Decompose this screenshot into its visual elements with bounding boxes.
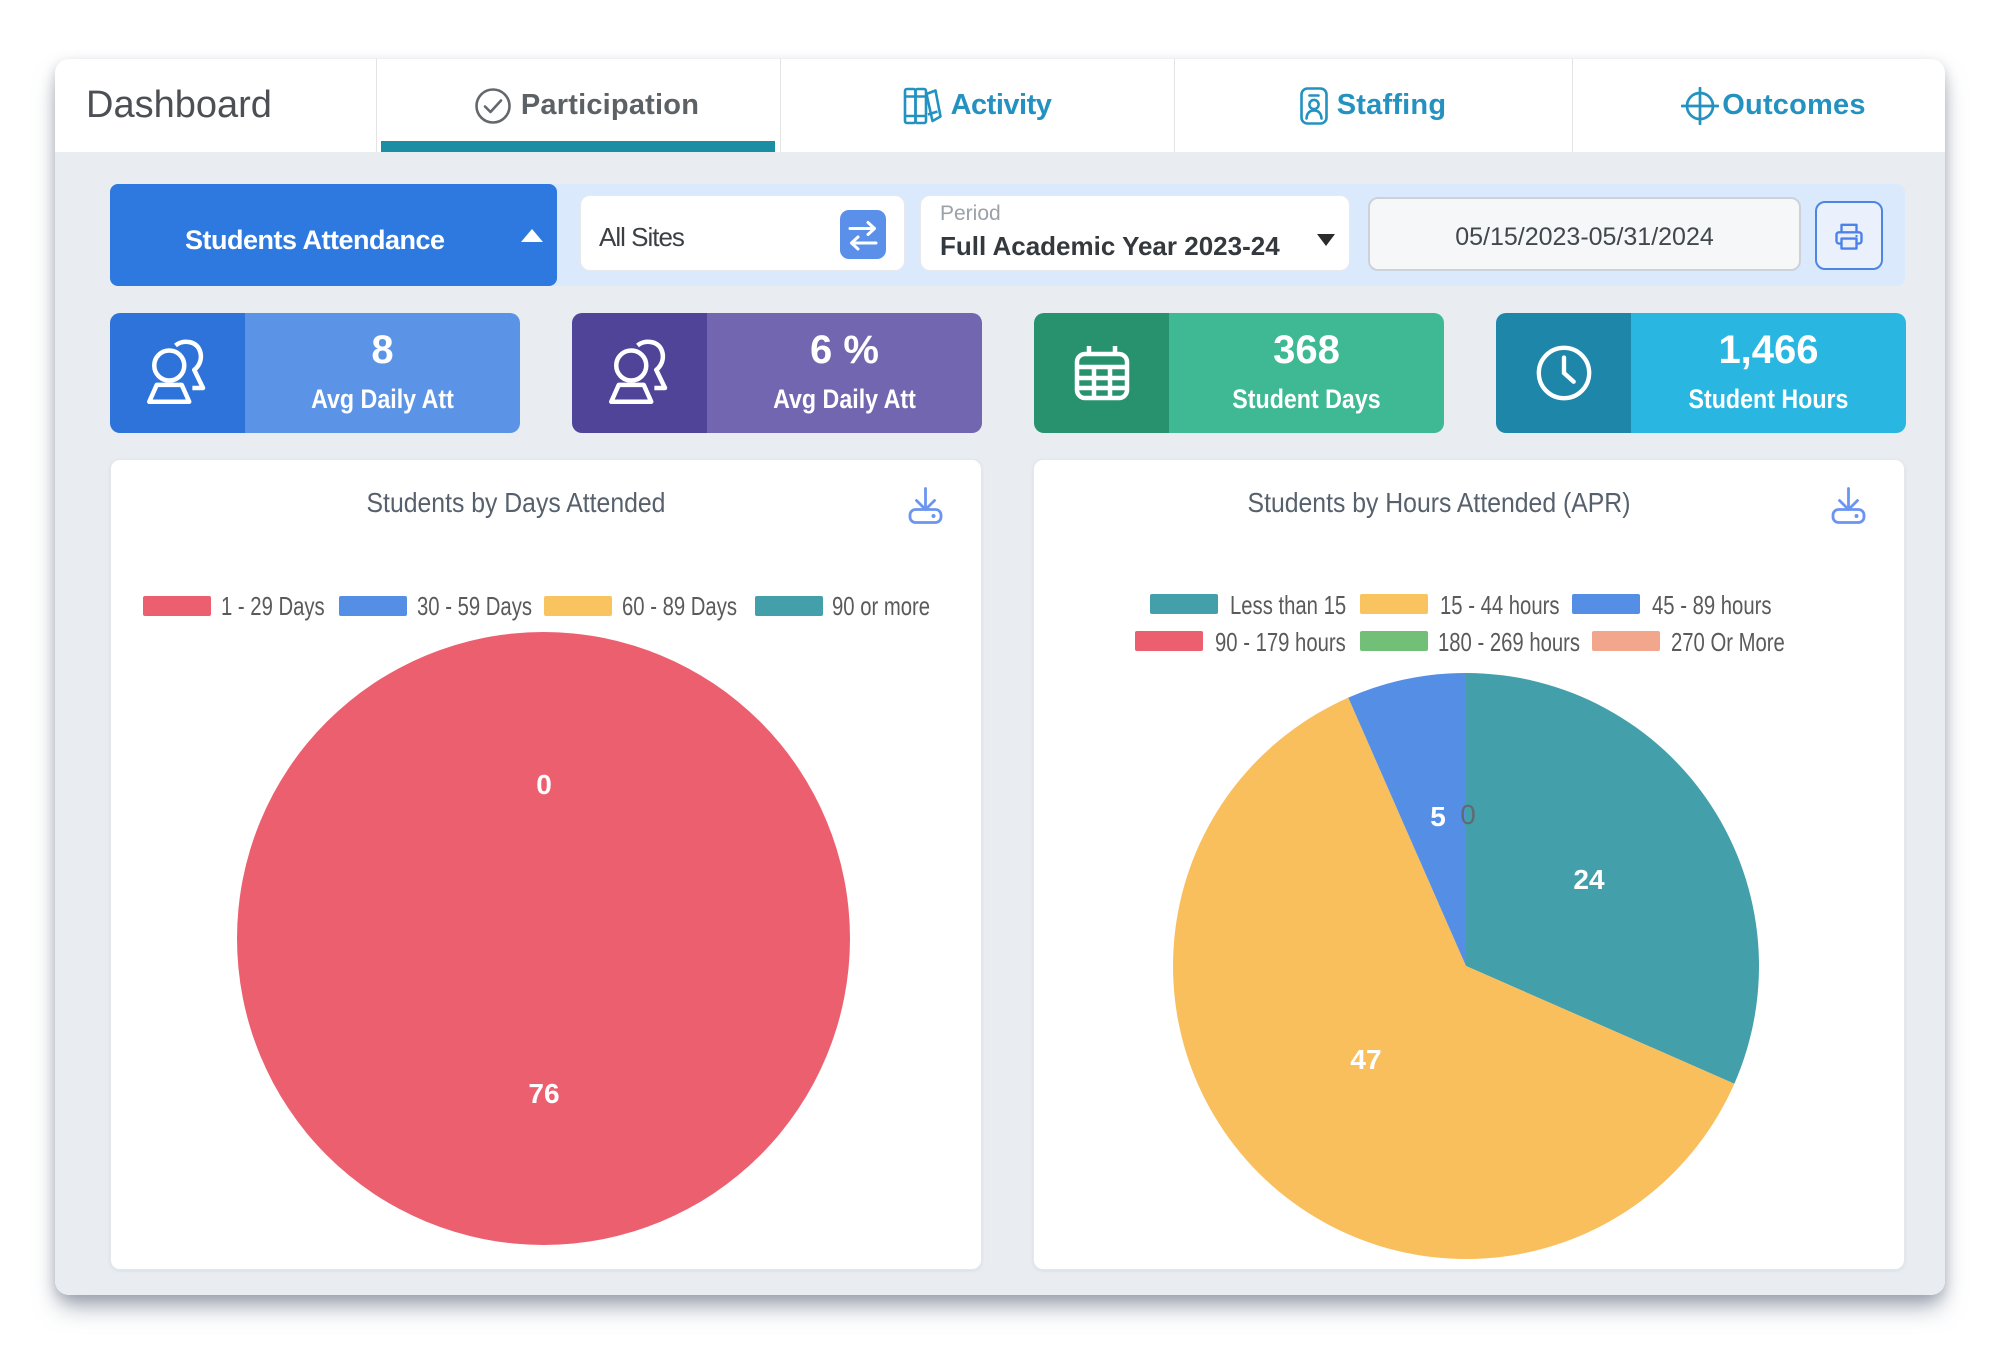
svg-text:0: 0 [536, 769, 552, 800]
svg-text:5: 5 [1430, 801, 1446, 832]
svg-text:47: 47 [1350, 1044, 1381, 1075]
svg-text:0: 0 [1460, 799, 1476, 830]
svg-text:24: 24 [1573, 864, 1605, 895]
svg-text:76: 76 [528, 1078, 559, 1109]
